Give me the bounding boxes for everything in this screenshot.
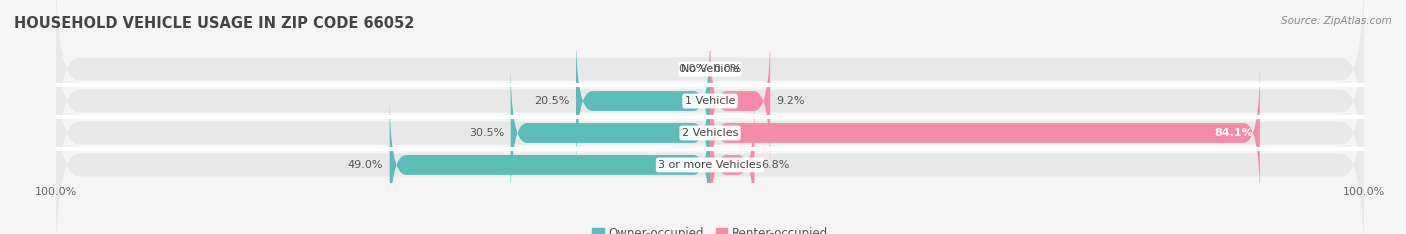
Text: HOUSEHOLD VEHICLE USAGE IN ZIP CODE 66052: HOUSEHOLD VEHICLE USAGE IN ZIP CODE 6605… [14, 16, 415, 31]
Text: 6.8%: 6.8% [761, 160, 789, 170]
Text: 49.0%: 49.0% [347, 160, 382, 170]
Text: 1 Vehicle: 1 Vehicle [685, 96, 735, 106]
Legend: Owner-occupied, Renter-occupied: Owner-occupied, Renter-occupied [586, 222, 834, 234]
FancyBboxPatch shape [56, 1, 1364, 201]
FancyBboxPatch shape [510, 63, 710, 203]
Text: 0.0%: 0.0% [679, 64, 707, 74]
Text: 3 or more Vehicles: 3 or more Vehicles [658, 160, 762, 170]
FancyBboxPatch shape [710, 95, 755, 234]
FancyBboxPatch shape [56, 0, 1364, 169]
Text: 2 Vehicles: 2 Vehicles [682, 128, 738, 138]
Text: Source: ZipAtlas.com: Source: ZipAtlas.com [1281, 16, 1392, 26]
Text: 20.5%: 20.5% [534, 96, 569, 106]
FancyBboxPatch shape [710, 31, 770, 171]
Text: 30.5%: 30.5% [468, 128, 505, 138]
FancyBboxPatch shape [389, 95, 710, 234]
Text: No Vehicle: No Vehicle [681, 64, 740, 74]
FancyBboxPatch shape [576, 31, 710, 171]
FancyBboxPatch shape [710, 63, 1260, 203]
Text: 0.0%: 0.0% [713, 64, 741, 74]
FancyBboxPatch shape [56, 33, 1364, 233]
Text: 84.1%: 84.1% [1215, 128, 1253, 138]
Text: 9.2%: 9.2% [776, 96, 806, 106]
FancyBboxPatch shape [56, 65, 1364, 234]
